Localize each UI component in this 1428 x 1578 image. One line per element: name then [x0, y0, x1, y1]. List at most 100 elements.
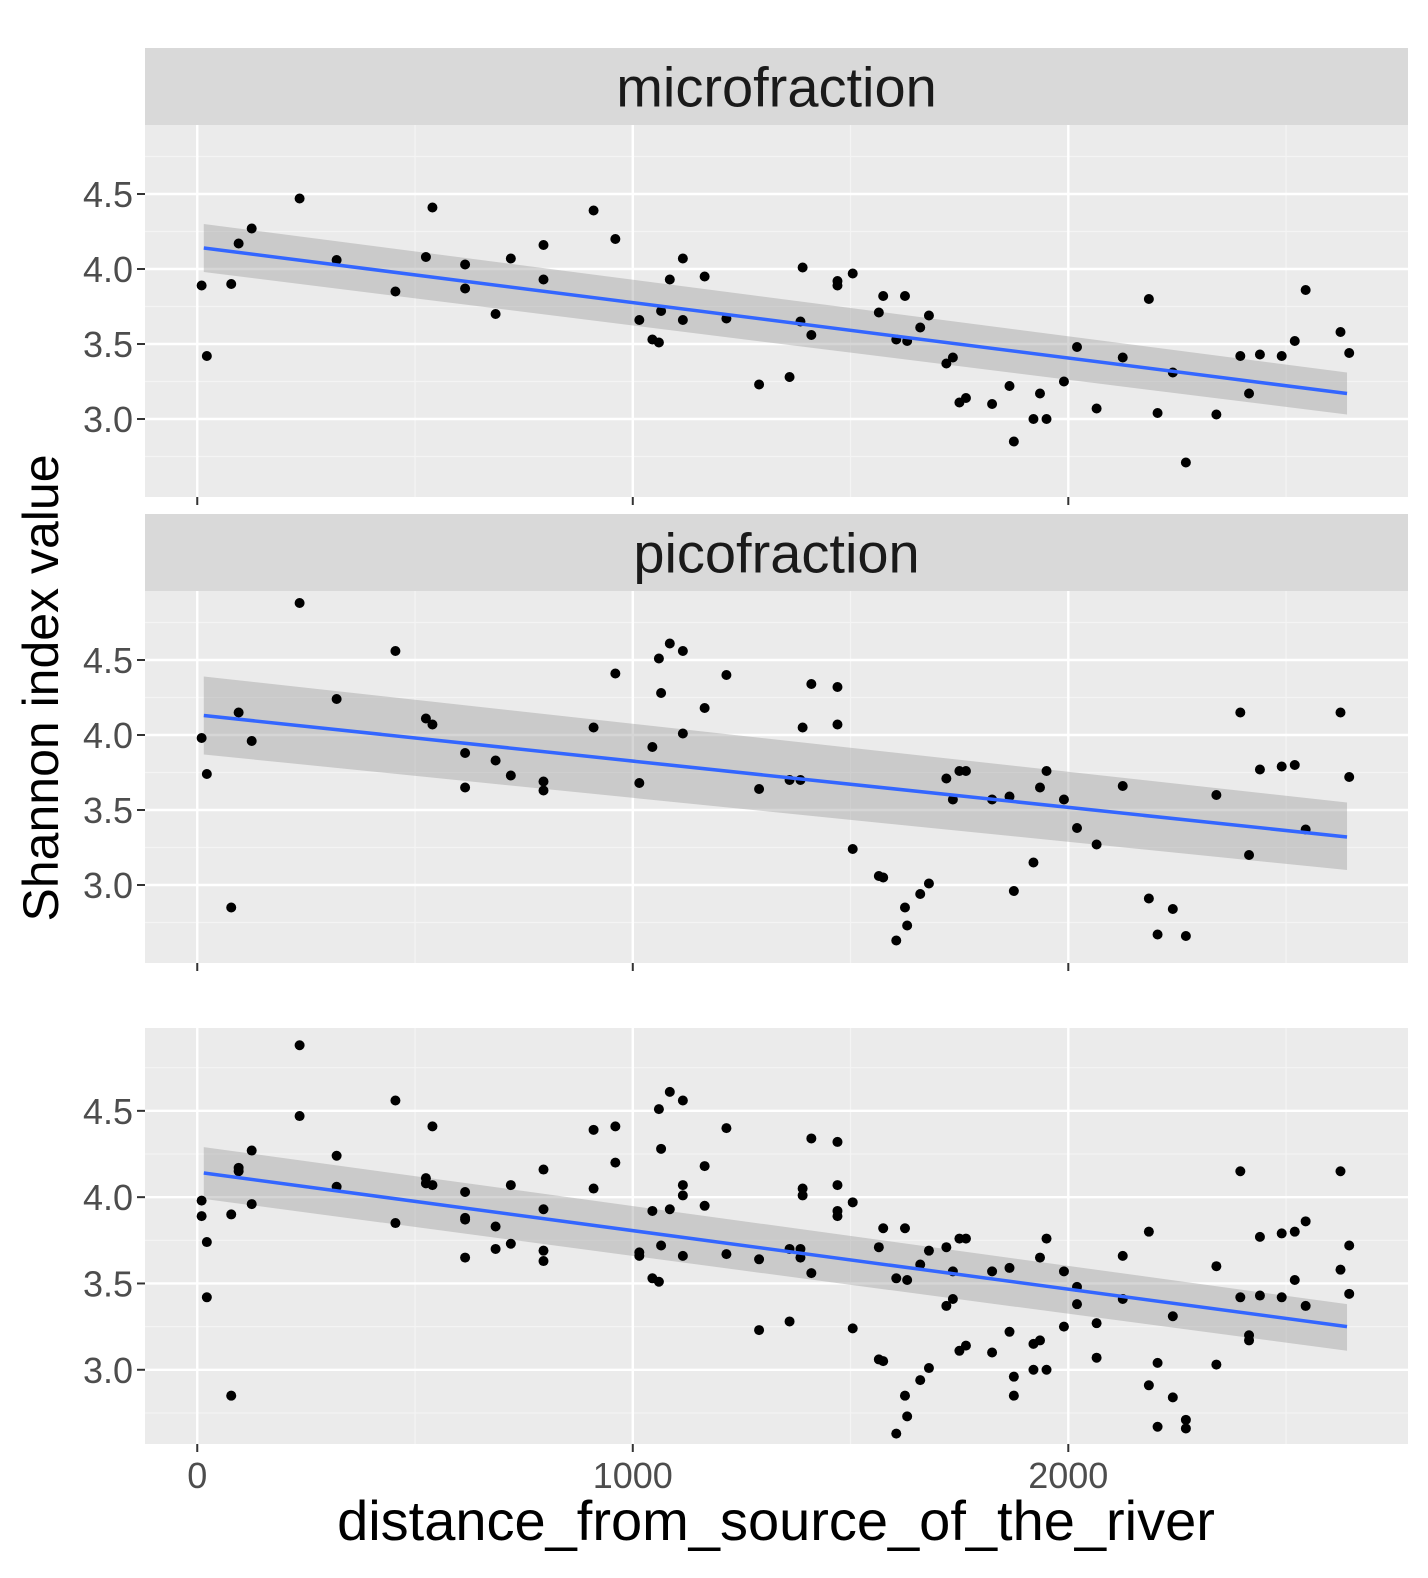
data-point-121 — [1041, 1233, 1052, 1244]
data-point-110 — [915, 1375, 926, 1386]
data-point-106 — [878, 1356, 889, 1367]
data-point-119 — [1028, 1338, 1039, 1349]
data-point-88 — [634, 1247, 645, 1258]
x-tick-label: 2000 — [1028, 1455, 1108, 1496]
data-point-57 — [1143, 294, 1154, 304]
data-point-47 — [987, 399, 998, 409]
data-point-44 — [947, 352, 958, 363]
data-point-87 — [610, 1121, 621, 1132]
data-point-2 — [201, 1292, 212, 1303]
data-point-73 — [233, 1166, 244, 1177]
data-point-21 — [653, 337, 664, 348]
data-point-86 — [588, 1183, 599, 1194]
data-point-46 — [960, 393, 971, 403]
data-point-31 — [797, 1190, 808, 1201]
data-point-117 — [1004, 1262, 1015, 1273]
regression-line — [203, 713, 1348, 839]
panel-background — [145, 125, 1408, 497]
data-point-66 — [1289, 760, 1300, 770]
data-point-22 — [656, 306, 667, 316]
data-point-137 — [1335, 1166, 1346, 1177]
data-point-14 — [505, 253, 516, 264]
x-axis-title: distance_from_source_of_the_river — [337, 1489, 1215, 1552]
data-point-39 — [899, 1223, 910, 1234]
data-point-8 — [390, 286, 401, 297]
data-point-40 — [902, 1275, 913, 1286]
data-point-90 — [653, 1104, 664, 1115]
data-point-18 — [610, 1157, 621, 1168]
data-point-37 — [878, 291, 889, 301]
data-point-17 — [588, 722, 599, 733]
data-point-26 — [699, 271, 710, 282]
data-point-37 — [878, 1223, 889, 1234]
data-point-38 — [891, 1273, 902, 1284]
data-point-70 — [196, 1195, 207, 1206]
data-point-56 — [1117, 352, 1128, 363]
data-point-55 — [1091, 403, 1102, 414]
data-point-91 — [656, 1143, 667, 1154]
facet-panel-3: 3.0 3.5 4.0 4.5 0 1000 2000 — [83, 1028, 1408, 1496]
data-point-51 — [1034, 782, 1045, 793]
data-point-129 — [1180, 1423, 1191, 1434]
facet-panel-1: microfraction 3.0 3.5 4.0 4.5 — [83, 48, 1408, 505]
data-point-94 — [677, 1190, 688, 1201]
data-point-18 — [610, 668, 621, 679]
data-point-43 — [941, 358, 952, 369]
data-point-131 — [1235, 1166, 1246, 1177]
data-point-85 — [538, 1256, 549, 1267]
y-tick-label: 4.0 — [83, 715, 133, 756]
facet-strip-label: picofraction — [633, 522, 919, 585]
data-point-52 — [1041, 1364, 1052, 1375]
data-point-109 — [902, 1411, 913, 1422]
data-point-58 — [1152, 408, 1163, 418]
data-point-93 — [677, 1095, 688, 1106]
data-point-19 — [634, 315, 645, 325]
data-point-46 — [960, 766, 971, 776]
data-point-11 — [460, 748, 471, 758]
data-point-58 — [1152, 1357, 1163, 1368]
data-point-9 — [420, 252, 431, 262]
data-point-26 — [699, 1200, 710, 1211]
data-point-5 — [246, 736, 257, 746]
data-point-76 — [331, 1150, 342, 1161]
data-point-118 — [1008, 1371, 1019, 1382]
data-point-75 — [294, 1040, 305, 1051]
data-point-3 — [226, 902, 237, 913]
data-point-22 — [656, 688, 667, 698]
data-point-48 — [1004, 791, 1015, 802]
data-point-120 — [1034, 1252, 1045, 1263]
x-tick-label: 1000 — [593, 1455, 673, 1496]
data-point-66 — [1289, 1275, 1300, 1286]
data-point-7 — [331, 255, 342, 265]
data-point-123 — [1072, 1299, 1083, 1310]
data-point-36 — [873, 1242, 884, 1253]
data-point-59 — [1167, 1311, 1178, 1322]
facet-strip — [145, 514, 1408, 591]
data-point-62 — [1235, 707, 1246, 718]
data-point-138 — [1344, 1240, 1355, 1251]
data-point-26 — [699, 703, 710, 713]
data-point-124 — [1091, 1318, 1102, 1329]
data-point-68 — [1335, 707, 1346, 718]
data-point-5 — [246, 223, 257, 234]
data-point-92 — [664, 1086, 675, 1097]
data-point-49 — [1008, 886, 1019, 896]
data-point-122 — [1058, 1266, 1069, 1277]
data-point-69 — [1344, 348, 1355, 358]
data-point-61 — [1211, 409, 1222, 420]
data-point-16 — [538, 1204, 549, 1215]
data-point-35 — [847, 268, 858, 279]
data-point-72 — [226, 1390, 237, 1401]
data-point-42 — [923, 310, 934, 321]
data-point-12 — [460, 782, 471, 793]
data-point-60 — [1180, 931, 1191, 941]
data-point-54 — [1072, 823, 1083, 833]
data-point-7 — [331, 694, 342, 704]
data-point-23 — [664, 1204, 675, 1215]
y-tick-label: 4.0 — [83, 1177, 133, 1218]
data-point-11 — [460, 1186, 471, 1197]
data-point-79 — [427, 1180, 438, 1191]
data-point-27 — [721, 670, 732, 680]
data-point-65 — [1276, 761, 1287, 772]
